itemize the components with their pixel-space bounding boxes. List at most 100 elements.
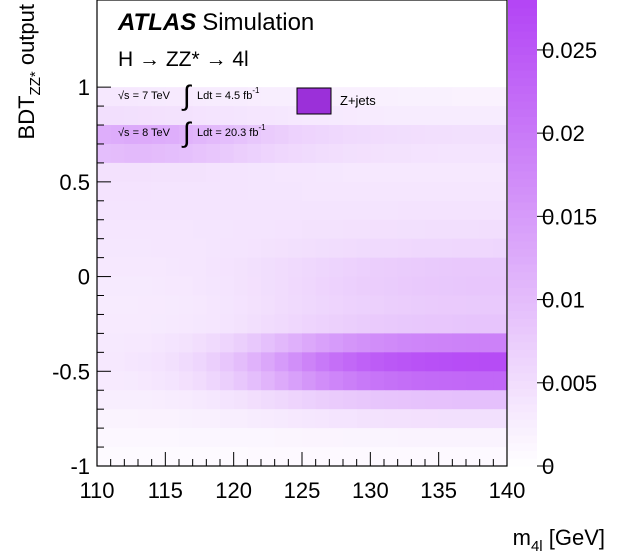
color-scale-step [508, 15, 537, 24]
heatmap-cell [261, 447, 276, 467]
heatmap-cell [425, 162, 440, 183]
heatmap-cell [192, 371, 207, 391]
heatmap-cell [261, 276, 276, 296]
color-scale-step [508, 380, 537, 389]
heatmap-cell [247, 447, 262, 467]
heatmap-cell [138, 219, 153, 240]
color-scale-step [508, 310, 537, 319]
heatmap-cell [233, 106, 248, 126]
heatmap-cell [247, 295, 262, 315]
color-scale-step [508, 155, 537, 164]
heatmap-cell [384, 200, 399, 221]
heatmap-cell [233, 125, 248, 145]
heatmap-cell [151, 295, 166, 315]
color-scale-step [508, 326, 537, 335]
heatmap-cell [466, 162, 481, 183]
legend-swatch [296, 87, 332, 115]
heatmap-cell [206, 371, 221, 391]
heatmap-cell [165, 333, 180, 353]
heatmap-cell [233, 390, 248, 410]
heatmap-cell [493, 125, 508, 145]
heatmap-cell [397, 409, 412, 429]
heatmap-cell [356, 314, 371, 334]
heatmap-cell [370, 87, 385, 107]
heatmap-cell [247, 200, 262, 221]
heatmap-cell [370, 352, 385, 372]
heatmap-cell [384, 276, 399, 296]
heatmap-cell [233, 447, 248, 467]
heatmap-cell [138, 295, 153, 315]
heatmap-cell [425, 276, 440, 296]
heatmap-cell [138, 200, 153, 221]
heatmap-cell [110, 257, 125, 277]
heatmap-cell [438, 447, 453, 467]
heatmap-cell [452, 257, 467, 277]
heatmap-cell [329, 314, 344, 334]
y-axis-title: BDTZZ* output [14, 4, 44, 139]
heatmap-cell [274, 162, 289, 183]
heatmap-cell [452, 333, 467, 353]
heatmap-cell [493, 333, 508, 353]
heatmap-cell [411, 447, 426, 467]
heatmap-cell [97, 409, 112, 429]
heatmap-cell [411, 352, 426, 372]
color-scale-step [508, 124, 537, 133]
color-scale-step [508, 357, 537, 366]
heatmap-cell [438, 181, 453, 202]
heatmap-cell [138, 409, 153, 429]
heatmap-cell [329, 125, 344, 145]
heatmap-cell [179, 371, 194, 391]
heatmap-cell [192, 409, 207, 429]
heatmap-cell [343, 125, 358, 145]
heatmap-cell [138, 333, 153, 353]
heatmap-cell [206, 238, 221, 259]
heatmap-cell [247, 333, 262, 353]
heatmap-cell [261, 143, 276, 164]
z-axis-ticks: 0 0.005 0.01 0.015 0.02 0.025 [537, 38, 597, 479]
heatmap-cell [220, 352, 235, 372]
heatmap-cell [438, 200, 453, 221]
z-tick-label: 0.01 [542, 288, 585, 313]
heatmap-cell [493, 314, 508, 334]
heatmap-cell [124, 428, 139, 448]
heatmap-cell [220, 257, 235, 277]
heatmap-cell [411, 257, 426, 277]
heatmap-cell [397, 333, 412, 353]
heatmap-cell [302, 219, 317, 240]
heatmap-cell [356, 390, 371, 410]
heatmap-cell [247, 238, 262, 259]
heatmap-cell [220, 125, 235, 145]
heatmap-cell [233, 181, 248, 202]
heatmap-cell [220, 87, 235, 107]
heatmap-cell [233, 276, 248, 296]
heatmap-cell [315, 125, 330, 145]
heatmap-cell [192, 314, 207, 334]
heatmap-cell [165, 181, 180, 202]
heatmap-cell [124, 314, 139, 334]
heatmap-cell [493, 87, 508, 107]
heatmap-cell [438, 314, 453, 334]
y-tick-label: -1 [70, 454, 90, 479]
heatmap-cell [179, 143, 194, 164]
heatmap-cell [384, 106, 399, 126]
heatmap-cell [425, 295, 440, 315]
heatmap-cell [384, 409, 399, 429]
heatmap-cell [370, 200, 385, 221]
heatmap-cell [151, 409, 166, 429]
heatmap-cell [247, 314, 262, 334]
heatmap-cell [479, 295, 494, 315]
atlas-suffix: Simulation [202, 9, 314, 36]
heatmap-cell [479, 257, 494, 277]
heatmap-cell [397, 314, 412, 334]
heatmap-cell [356, 371, 371, 391]
heatmap-cell [151, 87, 166, 107]
heatmap-cell [411, 87, 426, 107]
heatmap-cell [302, 314, 317, 334]
heatmap-cell [438, 371, 453, 391]
heatmap-cell [302, 125, 317, 145]
heatmap-cell [179, 295, 194, 315]
heatmap-cell [466, 257, 481, 277]
heatmap-cell [479, 352, 494, 372]
